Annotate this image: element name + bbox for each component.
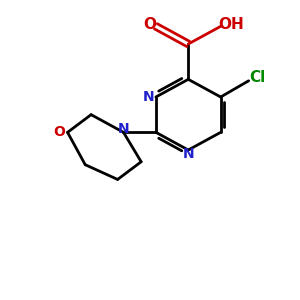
Text: O: O (53, 125, 65, 139)
Text: Cl: Cl (249, 70, 266, 86)
Text: OH: OH (218, 17, 244, 32)
Text: N: N (182, 146, 194, 161)
Text: N: N (143, 90, 154, 104)
Text: N: N (118, 122, 129, 136)
Text: O: O (143, 17, 156, 32)
